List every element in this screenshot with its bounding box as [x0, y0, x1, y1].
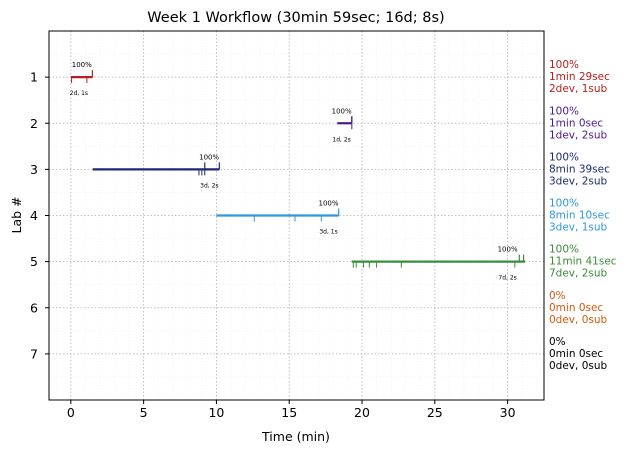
lab-5-counts-label: 7d, 2s	[498, 275, 516, 282]
lab-5-summary-line: 100%	[549, 244, 579, 256]
x-tick-label: 30	[500, 405, 516, 420]
lab-3-summary-line: 8min 39sec	[549, 163, 610, 175]
plot-marks: 100% 2d, 1s 100% 1d, 2s 100% 3d, 2s 100% 3d, 1s…	[70, 61, 526, 282]
y-tick-label: 2	[30, 116, 38, 131]
x-axis-label: Time (min)	[261, 429, 330, 444]
axis-ticks: 0 5 10 15 20 25 30 1 2 3 4 5 6 7	[30, 70, 516, 420]
y-tick-label: 6	[30, 300, 38, 315]
lab-2-summary-line: 1min 0sec	[549, 117, 603, 129]
y-tick-label: 3	[30, 162, 38, 177]
lab-3-counts-label: 3d, 2s	[200, 182, 218, 189]
y-tick-label: 7	[30, 346, 38, 361]
lab-2-summary-line: 100%	[549, 105, 579, 117]
lab-7-summary-line: 0min 0sec	[549, 348, 603, 360]
lab-5-summary-line: 7dev, 2sub	[549, 268, 608, 280]
lab-7-summary-line: 0%	[549, 336, 566, 348]
lab-2-counts-label: 1d, 2s	[332, 136, 350, 143]
lab-6-summary-line: 0dev, 0sub	[549, 314, 608, 326]
lab-1-pct-label: 100%	[72, 61, 92, 69]
lab-5-pct-label: 100%	[498, 246, 518, 254]
lab-4-summary-line: 100%	[549, 198, 579, 210]
x-tick-label: 5	[140, 405, 148, 420]
lab-1-summary-line: 2dev, 1sub	[549, 83, 608, 95]
lab-1-summary-line: 1min 29sec	[549, 71, 610, 83]
lab-6-summary-line: 0min 0sec	[549, 302, 603, 314]
y-tick-label: 5	[30, 254, 38, 269]
lab-2-pct-label: 100%	[332, 107, 352, 115]
x-tick-label: 10	[208, 405, 224, 420]
lab-3-pct-label: 100%	[199, 153, 219, 161]
y-tick-label: 1	[30, 70, 38, 85]
y-tick-label: 4	[30, 208, 38, 223]
lab-2-summary-line: 1dev, 2sub	[549, 129, 608, 141]
lab-3-summary-line: 100%	[549, 151, 579, 163]
lab-4-counts-label: 3d, 1s	[319, 229, 337, 236]
lab-7-summary-line: 0dev, 0sub	[549, 360, 608, 372]
lab-3-summary-line: 3dev, 2sub	[549, 175, 608, 187]
chart-title: Week 1 Workflow (30min 59sec; 16d; 8s)	[147, 10, 444, 26]
lab-1-summary-line: 100%	[549, 59, 579, 71]
x-tick-label: 20	[354, 405, 370, 420]
lab-6-summary-line: 0%	[549, 290, 566, 302]
x-tick-label: 15	[281, 405, 297, 420]
lab-4-summary-line: 3dev, 1sub	[549, 222, 608, 234]
y-axis-label: Lab #	[9, 196, 24, 233]
lab-1-counts-label: 2d, 1s	[70, 90, 88, 97]
x-tick-label: 25	[427, 405, 443, 420]
x-tick-label: 0	[67, 405, 75, 420]
lab-5-summary-line: 11min 41sec	[549, 256, 617, 268]
lab-4-pct-label: 100%	[319, 200, 339, 208]
lab-4-summary-line: 8min 10sec	[549, 210, 610, 222]
